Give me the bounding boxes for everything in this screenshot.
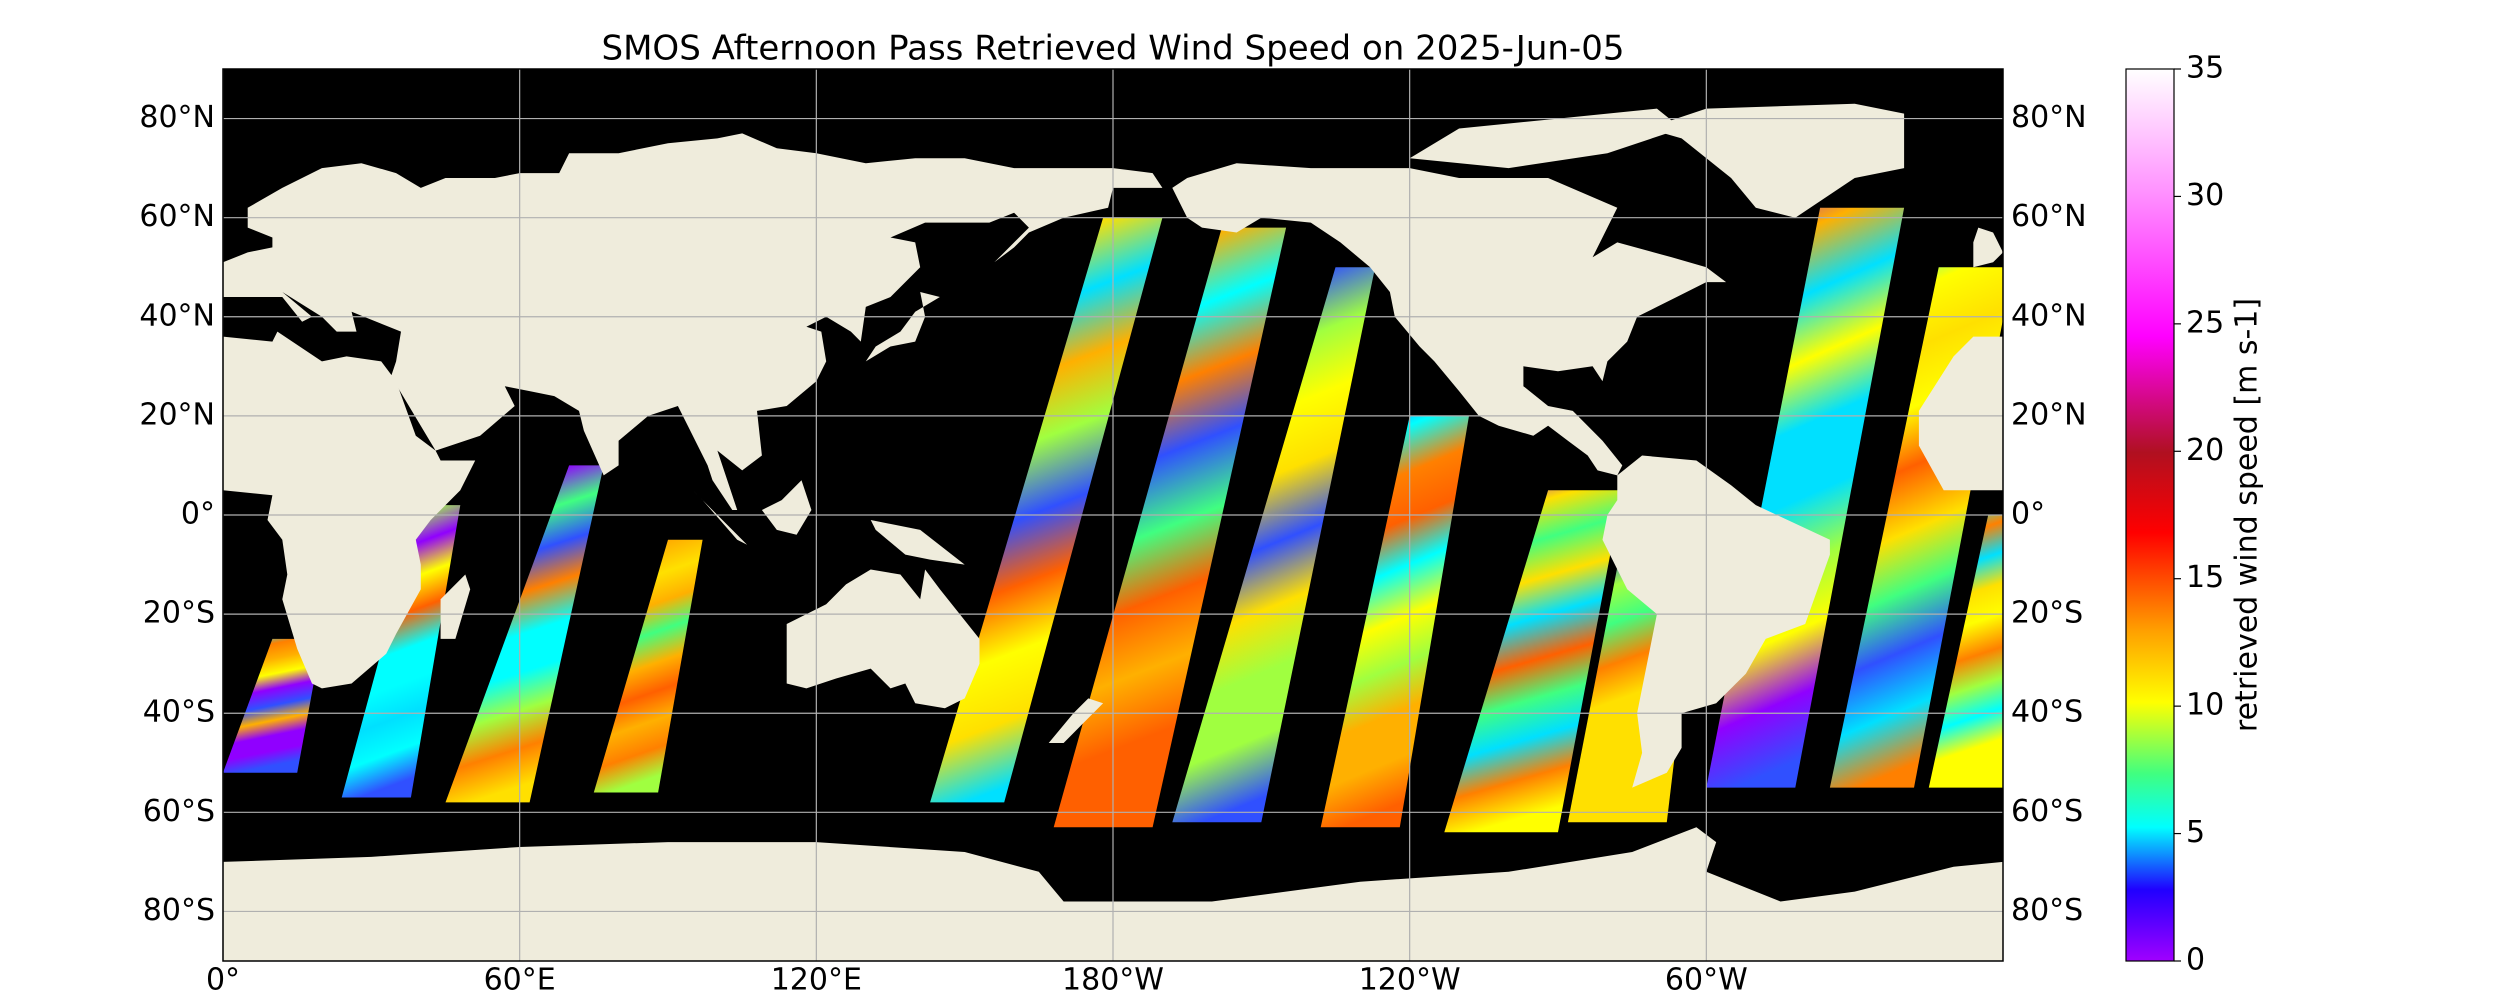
y-tick-label: 80°S: [143, 893, 215, 928]
y-tick-label-right: 0°: [2011, 497, 2045, 532]
colorbar-tick-label: 35: [2186, 51, 2224, 86]
x-tick-label: 60°W: [1665, 963, 1748, 998]
grid: [222, 69, 2003, 961]
swath: [930, 217, 1163, 803]
y-tick-label: 20°S: [143, 596, 215, 631]
swath: [1320, 415, 1469, 828]
y-tick-label: 60°S: [143, 794, 215, 829]
colorbar-tick-label: 30: [2186, 178, 2224, 213]
swath: [341, 505, 461, 798]
y-tick-label-right: 80°S: [2011, 893, 2083, 928]
y-tick-label: 20°N: [139, 397, 215, 432]
swath: [593, 539, 703, 793]
x-tick-label: 120°E: [771, 963, 862, 998]
y-tick-label-right: 40°S: [2011, 695, 2083, 730]
map-title: SMOS Afternoon Pass Retrieved Wind Speed…: [602, 29, 1625, 69]
y-tick-label-right: 60°S: [2011, 794, 2083, 829]
landmass: [223, 827, 2003, 961]
swath: [445, 465, 604, 803]
landmass: [1973, 227, 2003, 268]
swath: [1053, 227, 1287, 828]
y-tick-label-right: 40°N: [2011, 298, 2087, 333]
y-tick-label-right: 80°N: [2011, 100, 2087, 135]
landmass: [1918, 336, 2003, 491]
landmass: [1048, 698, 1104, 743]
swath: [1172, 267, 1376, 823]
landmass: [761, 480, 812, 535]
map-frame: [222, 68, 2004, 962]
y-tick-label: 0°: [181, 497, 215, 532]
x-tick-label: 0°: [206, 963, 240, 998]
landmass: [786, 569, 980, 709]
landmass: [692, 490, 748, 545]
colorbar-tick-label: 5: [2186, 815, 2205, 850]
y-tick-label-right: 20°N: [2011, 397, 2087, 432]
x-tick-label: 60°E: [484, 963, 556, 998]
colorbar-label: retrieved wind speed [m s-1]: [2230, 298, 2265, 732]
landmass: [440, 574, 471, 639]
colorbar-tick-label: 0: [2186, 943, 2205, 978]
y-tick-label: 40°N: [139, 298, 215, 333]
landmass: [1602, 455, 1830, 788]
landmass: [865, 292, 940, 362]
y-tick-label-right: 60°N: [2011, 199, 2087, 234]
x-tick-label: 180°W: [1062, 963, 1164, 998]
y-tick-label: 80°N: [139, 100, 215, 135]
colorbar-tick-label: 15: [2186, 560, 2224, 595]
colorbar: [2125, 68, 2175, 962]
colorbar-tick-label: 10: [2186, 688, 2224, 723]
y-tick-label: 60°N: [139, 199, 215, 234]
landmass: [1647, 103, 1905, 218]
landmass: [1409, 108, 1682, 169]
colorbar-tick-label: 20: [2186, 433, 2224, 468]
colorbar-tick-label: 25: [2186, 305, 2224, 340]
y-tick-label-right: 20°S: [2011, 596, 2083, 631]
y-tick-label: 40°S: [143, 695, 215, 730]
landmass: [1172, 163, 1727, 476]
swath: [223, 638, 322, 773]
landmass: [223, 331, 476, 689]
swath: [1444, 490, 1623, 833]
landmass: [870, 520, 965, 565]
x-tick-label: 120°W: [1359, 963, 1461, 998]
swath: [1928, 515, 2003, 788]
